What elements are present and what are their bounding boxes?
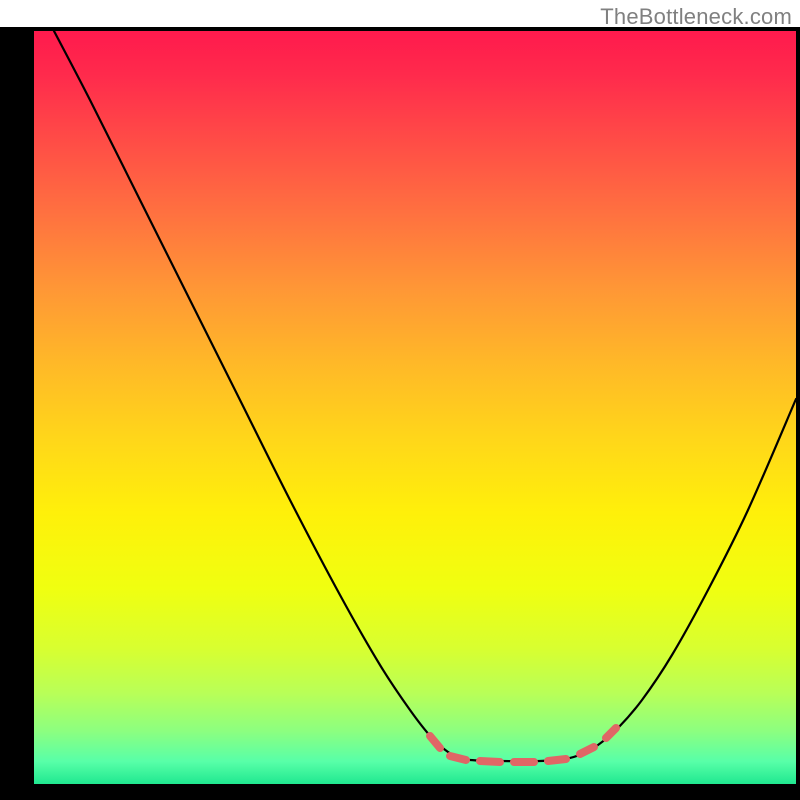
plot-gradient-background [34, 31, 796, 784]
watermark-text: TheBottleneck.com [600, 4, 792, 30]
plot-frame-bottom [0, 784, 800, 800]
plot-frame-right [796, 27, 800, 800]
bottleneck-chart: TheBottleneck.com [0, 0, 800, 800]
plot-frame-left [0, 27, 34, 800]
